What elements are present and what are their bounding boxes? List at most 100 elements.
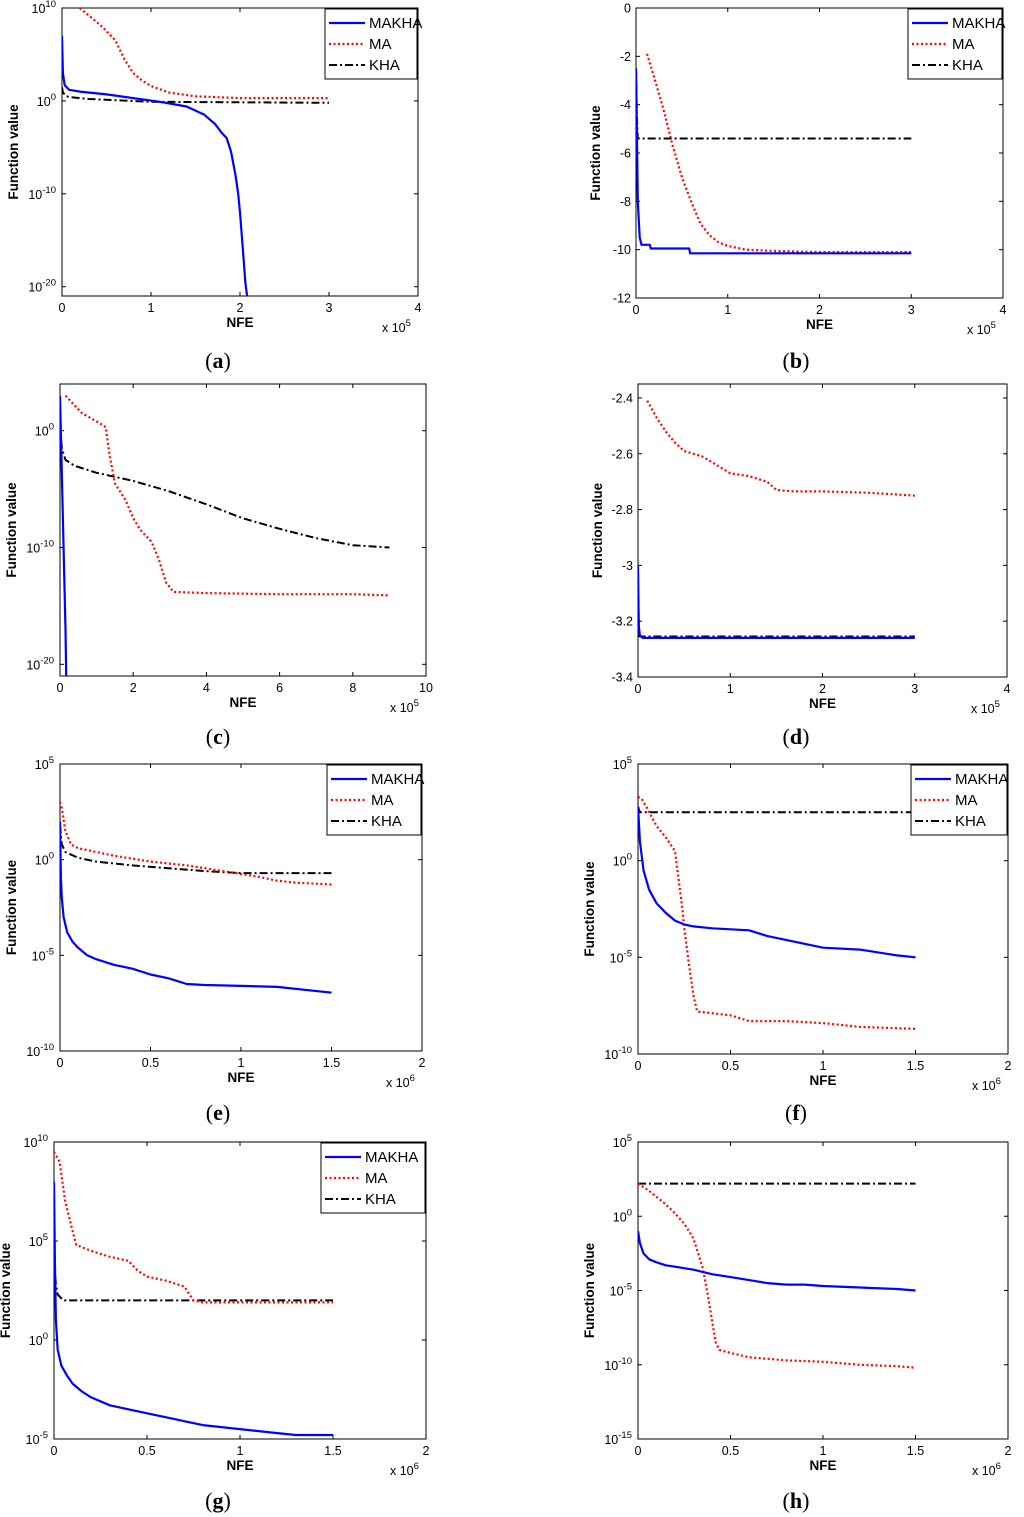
y-tick-exponent: -10 (618, 1045, 632, 1056)
x-tick-label: 0 (59, 301, 66, 315)
x-multiplier-base: x 10 (390, 701, 414, 715)
legend-label-makha: MAKHA (369, 15, 422, 32)
caption-letter: a (213, 348, 224, 373)
y-tick-base: 10 (610, 951, 624, 965)
x-tick-label: 4 (1000, 303, 1007, 317)
x-tick-label: 1.5 (907, 1444, 924, 1458)
y-tick-exponent: 5 (627, 755, 632, 766)
y-tick-exponent: -5 (40, 1430, 48, 1441)
y-tick-label: 10-10 (26, 539, 54, 556)
plot-area (637, 1141, 1009, 1440)
panel-caption: (h) (783, 1488, 810, 1513)
x-axis-label: NFE (227, 315, 254, 330)
y-tick-label: 10-5 (26, 1430, 48, 1447)
y-tick-base: 10 (26, 542, 40, 556)
series-line-ma (646, 400, 915, 497)
x-multiplier-base: x 10 (382, 321, 406, 335)
series-line-makha (62, 35, 249, 296)
x-multiplier-exponent: 6 (414, 1461, 419, 1472)
y-axis-label: Function value (582, 1242, 597, 1338)
y-tick-label: -12 (613, 292, 631, 306)
x-tick-label: 0 (635, 682, 642, 696)
caption-letter: g (213, 1488, 224, 1513)
legend-label-makha: MAKHA (371, 771, 424, 788)
series-line-makha (636, 68, 912, 255)
y-tick-base: 10 (26, 658, 40, 672)
x-tick-label: 3 (911, 682, 918, 696)
y-tick-label: 10-20 (28, 278, 56, 295)
y-tick-exponent: 0 (49, 422, 54, 433)
x-tick-label: 1 (237, 1444, 244, 1458)
y-tick-base: 10 (613, 758, 627, 772)
series-line-ma (60, 801, 332, 886)
caption-letter: c (213, 724, 223, 749)
caption-open-paren: ( (785, 1100, 792, 1125)
y-tick-exponent: 0 (627, 1207, 632, 1218)
y-tick-label: 10-10 (28, 185, 56, 202)
plot-area (59, 383, 427, 677)
x-multiplier-base: x 10 (390, 1464, 414, 1478)
x-axis-label: NFE (228, 1070, 255, 1085)
series-line-kha (62, 86, 330, 104)
x-axis-multiplier: x 105 (967, 320, 996, 337)
x-axis-multiplier: x 106 (386, 1073, 415, 1090)
series-line-makha (638, 1230, 916, 1292)
caption-open-paren: ( (206, 1100, 213, 1125)
legend-label-makha: MAKHA (365, 1149, 418, 1166)
plot-area (637, 383, 1008, 678)
legend-box (907, 8, 1003, 80)
y-tick-label: 10-5 (32, 946, 54, 963)
series-line-ma (645, 53, 912, 254)
y-axis-label: Function value (4, 482, 19, 578)
y-tick-label: -2 (620, 50, 631, 64)
panel-caption: (b) (783, 348, 810, 373)
caption-close-paren: ) (224, 348, 231, 373)
x-multiplier-exponent: 6 (996, 1461, 1001, 1472)
y-tick-exponent: 10 (37, 1133, 48, 1144)
x-multiplier-exponent: 5 (406, 318, 411, 329)
y-tick-base: 10 (613, 1210, 627, 1224)
y-tick-label: 100 (29, 1331, 48, 1348)
x-tick-label: 1.5 (907, 1059, 924, 1073)
caption-open-paren: ( (783, 348, 790, 373)
x-tick-label: 4 (203, 681, 210, 695)
caption-letter: e (213, 1100, 223, 1125)
y-tick-label: 100 (613, 852, 632, 869)
y-tick-base: 10 (26, 1045, 40, 1059)
y-tick-label: 105 (29, 1232, 48, 1249)
caption-open-paren: ( (783, 724, 790, 749)
x-axis-label: NFE (810, 1073, 837, 1088)
y-tick-label: -3.4 (611, 671, 633, 685)
y-tick-base: 10 (604, 1359, 618, 1373)
y-axis-label: Function value (0, 1242, 13, 1338)
x-axis-label: NFE (809, 696, 836, 711)
y-tick-base: 10 (35, 854, 49, 868)
x-multiplier-exponent: 5 (991, 320, 996, 331)
y-tick-base: 10 (24, 1136, 38, 1150)
y-tick-exponent: 5 (49, 755, 54, 766)
x-tick-label: 0 (57, 681, 64, 695)
x-axis-multiplier: x 105 (382, 318, 411, 335)
x-tick-label: 4 (415, 301, 422, 315)
chart-panel-h: 0 0.5 1 1.5 210510010-510-1010-15NFEFunction… (582, 1133, 1012, 1513)
x-axis-multiplier: x 106 (972, 1076, 1001, 1093)
y-tick-label: 105 (613, 755, 632, 772)
y-tick-exponent: -10 (40, 539, 54, 550)
y-tick-exponent: -20 (42, 278, 56, 289)
x-tick-label: 1 (724, 303, 731, 317)
caption-close-paren: ) (802, 724, 809, 749)
legend-label-ma: MA (369, 36, 392, 53)
y-tick-base: 10 (28, 281, 42, 295)
y-tick-exponent: 10 (45, 0, 56, 10)
x-multiplier-exponent: 5 (995, 699, 1000, 710)
y-tick-exponent: 5 (43, 1232, 48, 1243)
x-multiplier-base: x 10 (386, 1076, 410, 1090)
x-tick-label: 1 (148, 301, 155, 315)
x-tick-label: 0 (635, 1059, 642, 1073)
